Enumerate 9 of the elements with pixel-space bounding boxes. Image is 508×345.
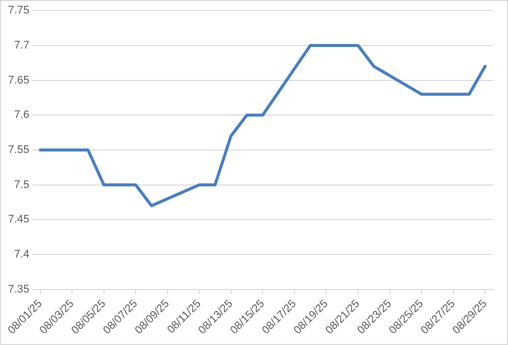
- y-tick-label: 7.55: [8, 144, 30, 156]
- y-tick-label: 7.35: [8, 283, 30, 296]
- y-tick-label: 7.75: [8, 4, 30, 17]
- y-tick-label: 7.5: [14, 178, 30, 191]
- y-tick-label: 7.65: [8, 74, 30, 86]
- y-tick-label: 7.7: [14, 39, 30, 52]
- y-tick-label: 7.6: [14, 109, 30, 122]
- y-tick-label: 7.4: [14, 248, 30, 261]
- y-tick-label: 7.45: [8, 214, 30, 226]
